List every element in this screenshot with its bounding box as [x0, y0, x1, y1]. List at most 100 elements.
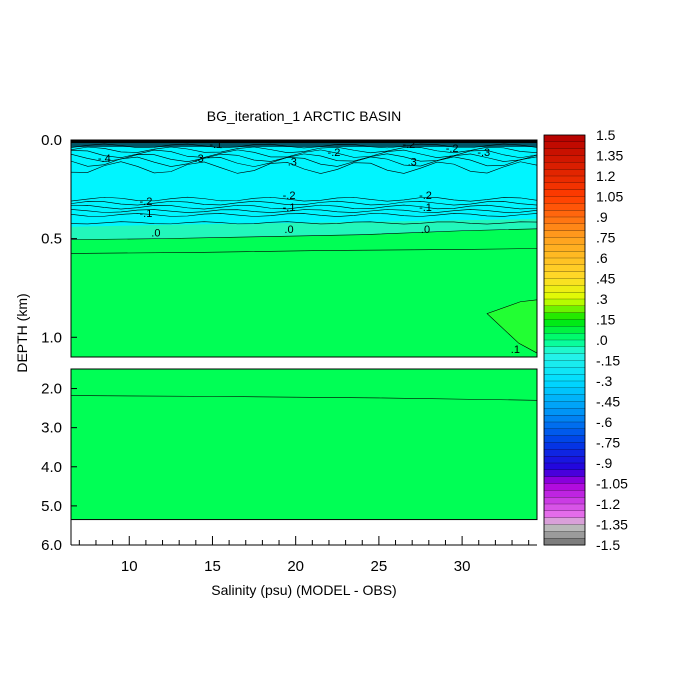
contour-label: -.2: [402, 139, 415, 151]
x-tick-label: 30: [454, 558, 471, 575]
colorbar-label: -1.5: [596, 537, 620, 553]
colorbar-swatch: [543, 312, 586, 320]
upper-contour-line: [70, 209, 538, 213]
colorbar-swatch: [543, 401, 586, 409]
colorbar-label: -.9: [596, 455, 613, 471]
colorbar-swatch: [543, 223, 586, 232]
y-tick-label: 6.0: [41, 537, 62, 554]
colorbar-label: .3: [596, 291, 608, 307]
colorbar-swatch: [543, 339, 586, 348]
colorbar-swatch: [543, 380, 586, 389]
upper-panel: -.4.3-.1-.2.3-.2.3-.2 -.3-.2-.1.0-.2-.1.0…: [41, 132, 538, 358]
contour-label: -.1: [283, 202, 296, 214]
x-tick-label: 15: [204, 558, 221, 575]
y-tick-label: 4.0: [41, 459, 62, 476]
contour-label: .0: [151, 228, 160, 240]
upper-frame: [70, 139, 538, 358]
colorbar-swatch: [543, 442, 586, 450]
contour-label: -.2: [139, 196, 152, 208]
colorbar: 1.5 1.35 1.2 1.05 .9 .75 .6 .45 .3 .15 .0 -.15 -.3 -.…: [543, 127, 628, 553]
colorbar-label: 1.2: [596, 168, 616, 184]
x-tick-label: 25: [371, 558, 388, 575]
colorbar-swatch: [543, 483, 586, 491]
colorbar-swatch: [543, 462, 586, 471]
upper-contour-line: [70, 221, 538, 225]
colorbar-label: -.15: [596, 353, 620, 369]
colorbar-swatch: [543, 524, 586, 532]
y-tick-label: 5.0: [41, 498, 62, 515]
colorbar-swatch: [543, 326, 586, 334]
y-tick-label: 1.0: [41, 329, 62, 346]
colorbar-swatch: [543, 155, 586, 163]
contour-label: -.2: [446, 143, 459, 155]
contour-label: -.1: [139, 208, 152, 220]
upper-contour-line: [70, 213, 538, 217]
y-tick-label: 3.0: [41, 420, 62, 437]
chart-title: BG_iteration_1 ARCTIC BASIN: [207, 108, 402, 124]
colorbar-label: -.6: [596, 414, 613, 430]
colorbar-swatch: [543, 298, 586, 307]
colorbar-label: .6: [596, 250, 608, 266]
colorbar-label: -1.2: [596, 496, 620, 512]
x-axis-label: Salinity (psu) (MODEL - OBS): [211, 582, 396, 598]
colorbar-label: .9: [596, 209, 608, 225]
upper-cyan-band: [71, 140, 537, 240]
contour-label: -.2: [283, 190, 296, 202]
colorbar-label: -1.05: [596, 476, 628, 492]
upper-contour-line: [70, 143, 538, 149]
colorbar-swatch: [543, 449, 586, 457]
colorbar-swatch: [543, 421, 586, 430]
colorbar-swatch: [543, 353, 586, 361]
lower-contour-line: [70, 395, 538, 401]
surface-strip: [71, 140, 537, 143]
colorbar-swatch: [543, 456, 586, 464]
surface-dark-band: [71, 143, 537, 147]
colorbar-frame: [543, 134, 586, 546]
colorbar-swatch: [543, 257, 586, 266]
colorbar-label: -1.35: [596, 517, 628, 533]
upper-contour-line: [70, 161, 538, 174]
colorbar-label: 1.35: [596, 148, 623, 164]
x-tick-label: 20: [287, 558, 304, 575]
y-tick-label: 0.5: [41, 231, 62, 248]
colorbar-swatch: [543, 230, 586, 238]
upper-contour-line: [70, 156, 538, 167]
colorbar-swatch: [543, 189, 586, 197]
colorbar-swatch: [543, 237, 586, 245]
upper-contour-line: [70, 248, 538, 254]
lower-panel: 2.0 3.0 4.0 5.0 6.0 10 15 20 25 30: [41, 368, 538, 575]
colorbar-swatch: [543, 387, 586, 396]
colorbar-swatch: [543, 517, 586, 525]
upper-contour-line: [70, 200, 538, 206]
colorbar-swatch: [543, 292, 586, 300]
colorbar-swatch: [543, 134, 586, 143]
contour-label: .1: [511, 344, 520, 356]
contour-label: .3: [195, 153, 204, 165]
colorbar-swatch: [543, 333, 586, 341]
colorbar-swatch: [543, 141, 586, 150]
colorbar-swatch: [543, 490, 586, 498]
colorbar-swatch: [543, 469, 586, 478]
colorbar-label: -.75: [596, 435, 620, 451]
colorbar-swatch: [543, 394, 586, 402]
colorbar-swatch: [543, 428, 586, 437]
colorbar-swatch: [543, 319, 586, 327]
colorbar-swatch: [543, 531, 586, 539]
colorbar-label: 1.05: [596, 189, 623, 205]
contour-label: -.2: [419, 190, 432, 202]
contour-label: -.4: [98, 153, 111, 165]
colorbar-swatch: [543, 203, 586, 211]
colorbar-swatch: [543, 346, 586, 355]
colorbar-swatch: [543, 415, 586, 423]
contour-label: -.3: [477, 147, 490, 159]
lower-no-data: [71, 519, 537, 545]
colorbar-swatch: [543, 182, 586, 191]
colorbar-swatch: [543, 408, 586, 416]
colorbar-swatch: [543, 148, 586, 156]
contour-label: -.2: [328, 147, 341, 159]
colorbar-swatch: [543, 210, 586, 218]
upper-transition-band: [71, 218, 537, 240]
upper-contour-line: [70, 196, 538, 202]
contour-label: .0: [421, 224, 430, 236]
